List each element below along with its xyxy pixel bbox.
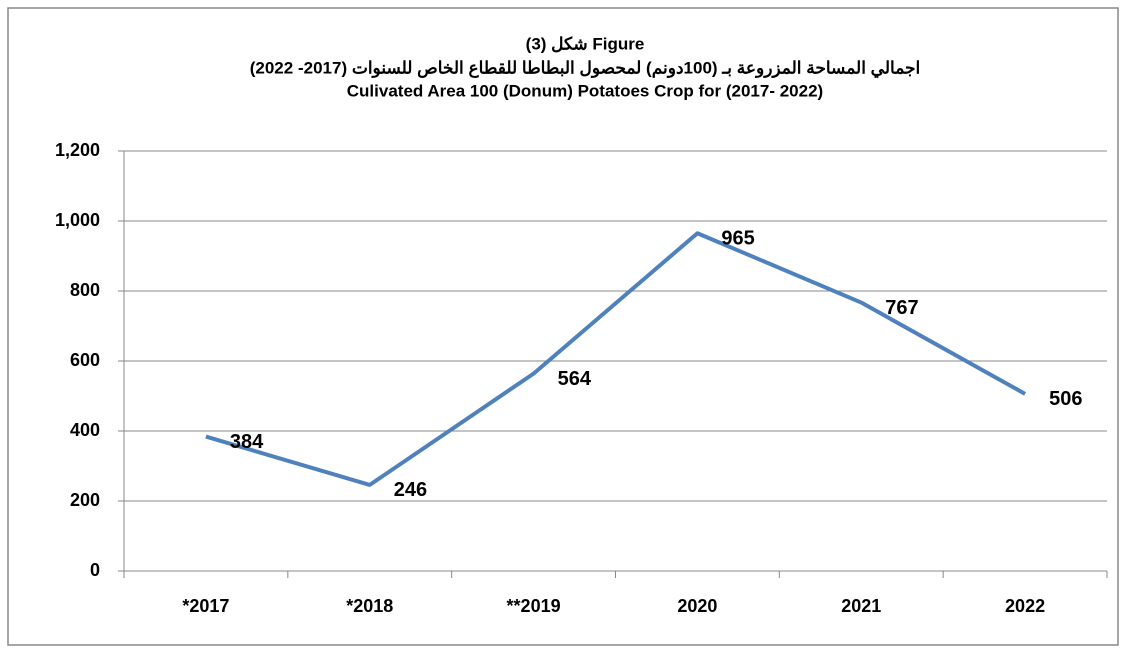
data-label: 506 xyxy=(1049,388,1082,410)
chart-title: شكل (3) Figure xyxy=(526,34,645,53)
y-tick-label: 1,000 xyxy=(55,210,100,230)
chart-title-en: Culivated Area 100 (Donum) Potatoes Crop… xyxy=(347,81,823,100)
data-label: 767 xyxy=(885,297,918,319)
line xyxy=(205,231,1027,487)
chart-border xyxy=(7,7,1119,646)
y-tick-label: 1,200 xyxy=(55,140,100,160)
x-tick-label: **2019 xyxy=(507,596,561,616)
data-label: 564 xyxy=(558,368,592,390)
y-tick-label: 800 xyxy=(70,280,100,300)
y-tick-label: 200 xyxy=(70,490,100,510)
chart-subtitle: اجمالي المساحة المزروعة بـ (100دونم) لمح… xyxy=(250,58,921,78)
data-label: 965 xyxy=(721,228,754,250)
x-tick-label: *2017 xyxy=(182,596,229,616)
y-tick-label: 600 xyxy=(70,350,100,370)
y-tick-label: 400 xyxy=(70,420,100,440)
x-tick-label: 2020 xyxy=(677,596,717,616)
data-label: 384 xyxy=(230,431,264,453)
x-tick-label: *2018 xyxy=(346,596,393,616)
x-tick-label: 2021 xyxy=(841,596,881,616)
y-tick-label: 0 xyxy=(90,560,100,580)
x-tick-label: 2022 xyxy=(1005,596,1045,616)
data-label: 246 xyxy=(394,479,427,501)
